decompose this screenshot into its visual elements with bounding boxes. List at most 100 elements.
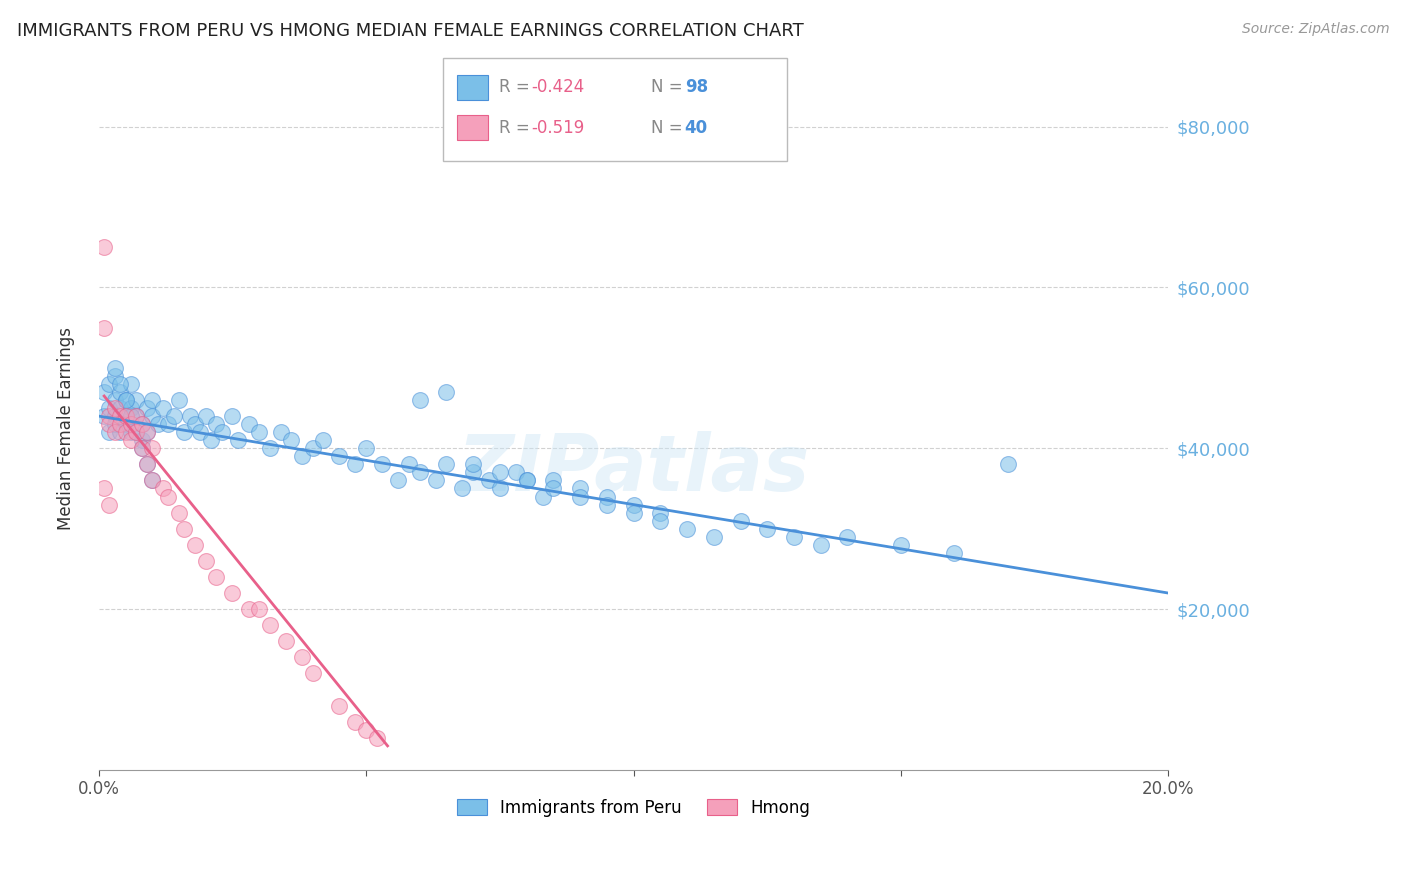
- Point: [238, 602, 260, 616]
- Point: [120, 376, 142, 391]
- Point: [104, 401, 127, 415]
- Point: [163, 409, 186, 423]
- Point: [141, 442, 163, 456]
- Point: [173, 425, 195, 440]
- Point: [408, 392, 430, 407]
- Point: [259, 442, 281, 456]
- Point: [516, 474, 538, 488]
- Point: [141, 474, 163, 488]
- Point: [344, 458, 367, 472]
- Point: [152, 482, 174, 496]
- Point: [730, 514, 752, 528]
- Point: [205, 417, 228, 432]
- Point: [104, 425, 127, 440]
- Point: [623, 498, 645, 512]
- Point: [125, 392, 148, 407]
- Point: [301, 666, 323, 681]
- Text: N =: N =: [651, 119, 688, 136]
- Point: [516, 474, 538, 488]
- Point: [135, 425, 157, 440]
- Point: [291, 450, 314, 464]
- Point: [344, 714, 367, 729]
- Point: [596, 498, 619, 512]
- Point: [135, 458, 157, 472]
- Point: [157, 417, 180, 432]
- Y-axis label: Median Female Earnings: Median Female Earnings: [58, 326, 75, 530]
- Point: [226, 434, 249, 448]
- Point: [259, 618, 281, 632]
- Point: [783, 530, 806, 544]
- Point: [489, 466, 512, 480]
- Point: [943, 546, 966, 560]
- Text: 98: 98: [685, 78, 707, 96]
- Point: [104, 392, 127, 407]
- Text: R =: R =: [499, 119, 536, 136]
- Point: [108, 376, 131, 391]
- Point: [650, 514, 672, 528]
- Point: [93, 320, 115, 334]
- Point: [131, 417, 153, 432]
- Point: [291, 650, 314, 665]
- Point: [810, 538, 832, 552]
- Point: [141, 392, 163, 407]
- Point: [531, 490, 554, 504]
- Point: [890, 538, 912, 552]
- Point: [114, 392, 136, 407]
- Point: [114, 425, 136, 440]
- Point: [997, 458, 1019, 472]
- Point: [451, 482, 474, 496]
- Point: [131, 417, 153, 432]
- Point: [98, 498, 121, 512]
- Point: [114, 409, 136, 423]
- Point: [184, 538, 207, 552]
- Point: [247, 602, 270, 616]
- Point: [398, 458, 420, 472]
- Point: [98, 417, 121, 432]
- Point: [131, 442, 153, 456]
- Point: [676, 522, 699, 536]
- Point: [463, 466, 485, 480]
- Point: [274, 634, 297, 648]
- Point: [238, 417, 260, 432]
- Point: [141, 474, 163, 488]
- Point: [104, 409, 127, 423]
- Point: [98, 376, 121, 391]
- Point: [478, 474, 501, 488]
- Point: [104, 368, 127, 383]
- Point: [125, 409, 148, 423]
- Point: [93, 409, 115, 423]
- Point: [114, 417, 136, 432]
- Text: 40: 40: [685, 119, 707, 136]
- Point: [408, 466, 430, 480]
- Point: [756, 522, 779, 536]
- Point: [190, 425, 212, 440]
- Point: [93, 482, 115, 496]
- Point: [98, 425, 121, 440]
- Text: ZIPatlas: ZIPatlas: [457, 431, 810, 508]
- Point: [194, 409, 217, 423]
- Point: [211, 425, 233, 440]
- Point: [167, 392, 190, 407]
- Point: [108, 401, 131, 415]
- Point: [463, 458, 485, 472]
- Point: [173, 522, 195, 536]
- Point: [194, 554, 217, 568]
- Point: [371, 458, 394, 472]
- Point: [837, 530, 859, 544]
- Point: [131, 442, 153, 456]
- Point: [221, 586, 243, 600]
- Point: [543, 474, 565, 488]
- Point: [167, 506, 190, 520]
- Point: [205, 570, 228, 584]
- Point: [135, 425, 157, 440]
- Text: N =: N =: [651, 78, 688, 96]
- Point: [280, 434, 302, 448]
- Point: [104, 417, 127, 432]
- Point: [543, 482, 565, 496]
- Point: [596, 490, 619, 504]
- Point: [569, 482, 592, 496]
- Point: [623, 506, 645, 520]
- Point: [179, 409, 201, 423]
- Point: [98, 401, 121, 415]
- Point: [301, 442, 323, 456]
